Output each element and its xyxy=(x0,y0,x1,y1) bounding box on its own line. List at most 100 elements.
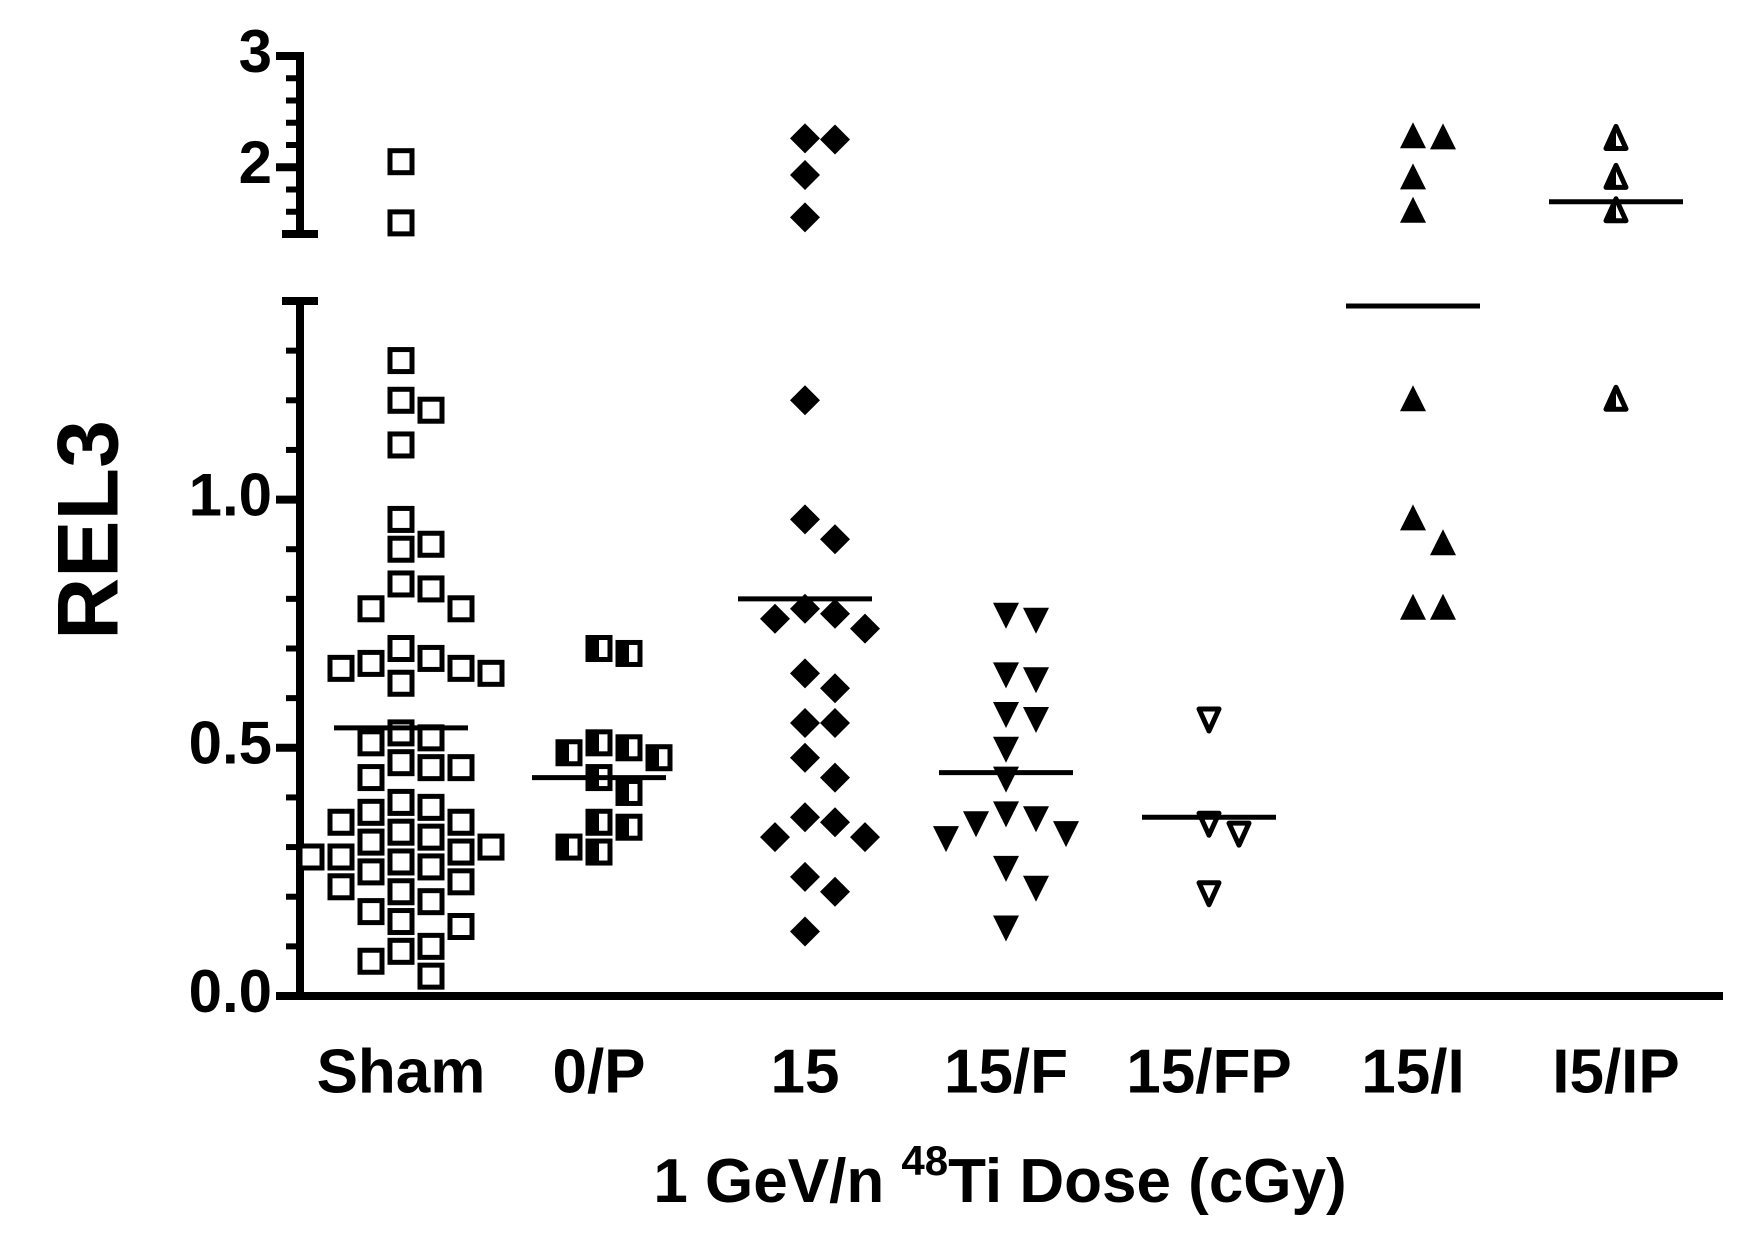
data-point xyxy=(820,876,850,907)
x-tick-label: 15/I xyxy=(1361,1037,1464,1106)
x-title-part: 1 GeV/n xyxy=(653,1147,901,1216)
marker-outline xyxy=(417,793,445,821)
marker-shape xyxy=(1023,667,1049,694)
marker-outline xyxy=(387,505,415,533)
marker-outline xyxy=(447,868,475,896)
data-point xyxy=(327,654,355,682)
marker-outline xyxy=(387,908,415,936)
data-point xyxy=(993,915,1019,942)
marker-outline xyxy=(417,644,445,672)
marker-shape xyxy=(820,524,850,555)
data-point xyxy=(387,386,415,414)
marker-shape xyxy=(820,707,850,738)
marker-fill xyxy=(558,741,569,764)
marker-outline xyxy=(387,719,415,747)
data-point xyxy=(417,888,445,916)
data-point xyxy=(387,908,415,936)
data-point xyxy=(850,613,880,644)
marker-outline xyxy=(1196,706,1222,734)
data-point xyxy=(447,838,475,866)
data-point xyxy=(387,431,415,459)
data-point xyxy=(993,602,1019,629)
marker-outline xyxy=(417,853,445,881)
data-point xyxy=(820,524,850,555)
data-point xyxy=(790,504,820,535)
marker-shape xyxy=(850,822,880,853)
marker-outline xyxy=(417,962,445,990)
marker-outline xyxy=(387,535,415,563)
data-point xyxy=(585,635,613,662)
marker-shape xyxy=(993,855,1019,882)
marker-shape xyxy=(993,801,1019,828)
data-point xyxy=(387,878,415,906)
data-point xyxy=(993,662,1019,689)
marker-fill xyxy=(558,836,569,859)
marker-outline xyxy=(477,659,505,687)
marker-shape xyxy=(993,702,1019,729)
data-point xyxy=(555,739,583,767)
marker-fill xyxy=(618,816,629,839)
marker-fill xyxy=(588,811,599,834)
marker-outline xyxy=(357,858,385,886)
marker-outline xyxy=(357,764,385,792)
data-point xyxy=(585,838,613,866)
marker-fill xyxy=(1606,387,1616,410)
marker-outline xyxy=(387,669,415,697)
marker-outline xyxy=(417,823,445,851)
data-point xyxy=(417,932,445,960)
y-tick-label: 2 xyxy=(239,129,272,196)
data-point xyxy=(790,916,820,947)
marker-outline xyxy=(447,808,475,836)
marker-shape xyxy=(1430,593,1456,620)
marker-shape xyxy=(790,504,820,535)
marker-outline xyxy=(327,873,355,901)
marker-outline xyxy=(447,913,475,940)
data-point xyxy=(820,807,850,838)
data-point xyxy=(387,535,415,563)
data-point xyxy=(417,644,445,672)
marker-outline xyxy=(387,347,415,375)
data-point xyxy=(1603,162,1629,190)
marker-shape xyxy=(790,160,820,191)
data-point xyxy=(1226,820,1252,848)
data-point xyxy=(417,962,445,990)
marker-shape xyxy=(1400,163,1426,190)
marker-fill xyxy=(618,781,629,804)
data-point xyxy=(477,833,505,861)
data-point xyxy=(993,702,1019,729)
data-point xyxy=(585,729,613,757)
data-point xyxy=(790,123,820,154)
marker-outline xyxy=(417,888,445,916)
marker-outline xyxy=(417,530,445,558)
data-point xyxy=(1430,529,1456,556)
data-point xyxy=(447,754,475,782)
marker-outline xyxy=(417,396,445,424)
marker-outline xyxy=(357,595,385,623)
data-point xyxy=(1603,384,1629,412)
marker-outline xyxy=(387,209,415,237)
y-tick-label: 0.0 xyxy=(189,958,272,1025)
data-point xyxy=(387,635,415,662)
marker-fill xyxy=(1606,165,1616,188)
data-point xyxy=(417,754,445,782)
data-point xyxy=(933,826,959,853)
marker-outline xyxy=(357,729,385,757)
data-point xyxy=(327,873,355,901)
marker-outline xyxy=(357,828,385,856)
marker-shape xyxy=(1400,504,1426,531)
marker-fill xyxy=(1606,198,1616,221)
data-point xyxy=(645,744,673,772)
x-tick-label: Sham xyxy=(317,1037,486,1106)
marker-outline xyxy=(387,848,415,876)
marker-outline xyxy=(417,754,445,782)
y-axis-title: REL3 xyxy=(41,420,137,640)
data-point xyxy=(1400,163,1426,190)
data-point xyxy=(447,808,475,836)
marker-outline xyxy=(387,635,415,662)
data-point xyxy=(387,669,415,697)
data-point xyxy=(993,855,1019,882)
marker-outline xyxy=(297,843,325,871)
data-point xyxy=(615,778,643,806)
data-point xyxy=(417,793,445,821)
